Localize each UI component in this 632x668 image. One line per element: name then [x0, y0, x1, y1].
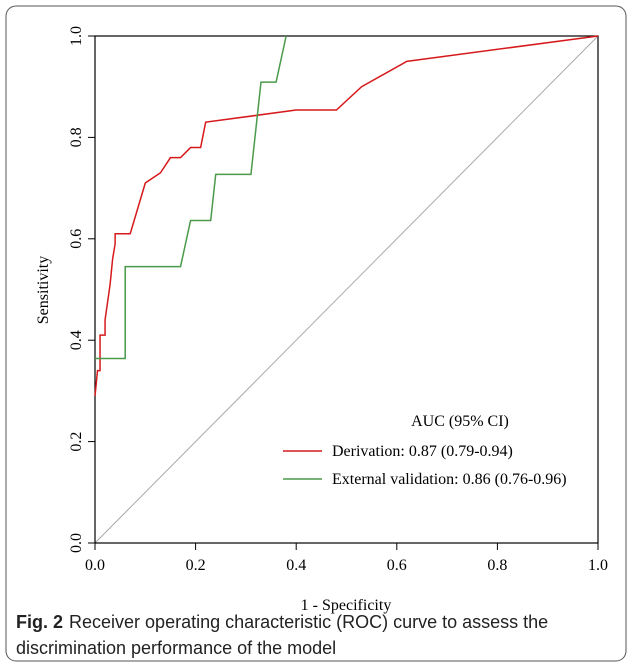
y-tick-label: 0.6	[68, 229, 85, 249]
legend-label: External validation: 0.86 (0.76-0.96)	[332, 471, 567, 488]
x-tick-label: 0.0	[85, 557, 105, 574]
y-tick-label: 0.4	[68, 330, 85, 350]
y-tick-label: 0.2	[68, 432, 85, 452]
figure-frame	[5, 5, 627, 662]
plot-frame	[94, 35, 599, 544]
x-tick-label: 0.4	[286, 557, 306, 574]
reference-diagonal	[94, 35, 599, 544]
caption-label: Fig. 2	[16, 612, 64, 632]
x-tick-label: 0.6	[387, 557, 407, 574]
x-tick-label: 0.8	[487, 557, 507, 574]
legend-label: Derivation: 0.87 (0.79-0.94)	[332, 443, 513, 460]
y-tick-label: 1.0	[68, 26, 85, 46]
legend-title: AUC (95% CI)	[411, 413, 509, 430]
y-tick-label: 0.0	[68, 533, 85, 553]
roc-curve	[95, 35, 287, 360]
roc-curve	[94, 35, 599, 397]
caption: Fig. 2 Receiver operating characteristic …	[16, 609, 616, 661]
x-tick-label: 1.0	[588, 557, 608, 574]
y-axis-label: Sensitivity	[35, 256, 52, 324]
y-tick-label: 0.8	[68, 127, 85, 147]
x-axis-label: 1 - Specificity	[301, 597, 392, 614]
caption-text: Receiver operating characteristic (ROC) …	[16, 612, 549, 658]
x-tick-label: 0.2	[186, 557, 206, 574]
